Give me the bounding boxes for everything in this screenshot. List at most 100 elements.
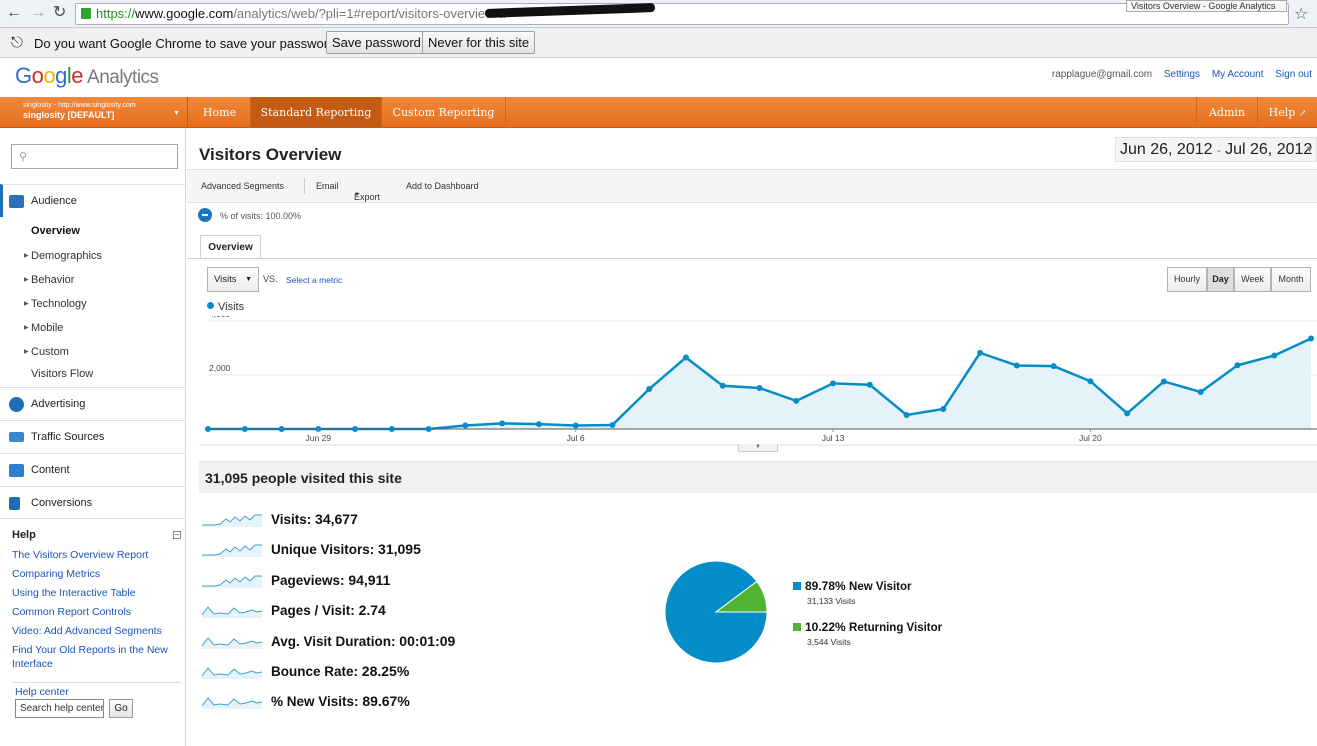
sidebar-item-content[interactable]: Content bbox=[0, 453, 185, 486]
period-week-button[interactable]: Week bbox=[1234, 267, 1271, 292]
period-day-button[interactable]: Day bbox=[1207, 267, 1234, 292]
bookmark-star-icon[interactable]: ☆ bbox=[1294, 6, 1309, 23]
help-link[interactable]: Find Your Old Reports in the New Interfa… bbox=[12, 644, 168, 670]
metric-row[interactable]: Avg. Visit Duration: 00:01:09 bbox=[202, 630, 562, 652]
metric-selector-label: Visits bbox=[214, 274, 237, 285]
sidebar-item-audience[interactable]: Audience bbox=[0, 184, 185, 217]
account-selector[interactable]: singlosity - http://www.singlosity.com s… bbox=[0, 97, 188, 128]
data-point bbox=[830, 380, 837, 387]
metric-value: 00:01:09 bbox=[399, 632, 456, 649]
report-toolbar: Advanced Segments Email Export ▼ Add to … bbox=[187, 169, 1317, 203]
google-analytics-logo[interactable]: Google Analytics bbox=[15, 63, 159, 89]
segment-icon[interactable] bbox=[198, 208, 212, 222]
user-email: rapplague@gmail.com bbox=[1051, 69, 1153, 80]
sidebar-item-label: Traffic Sources bbox=[31, 431, 105, 443]
nav-help[interactable]: Help ↗ bbox=[1258, 97, 1317, 128]
metric-row[interactable]: Pages / Visit: 2.74 bbox=[202, 599, 562, 621]
data-point bbox=[499, 420, 506, 427]
sidebar-item-traffic-sources[interactable]: Traffic Sources bbox=[0, 420, 185, 453]
date-range-picker[interactable]: Jun 26, 2012 - Jul 26, 2012 ▼ bbox=[1115, 137, 1317, 162]
date-end: Jul 26, 2012 bbox=[1225, 141, 1313, 158]
visitor-type-pie-chart[interactable] bbox=[664, 560, 768, 664]
metric-row[interactable]: Visits: 34,677 bbox=[202, 508, 562, 530]
sparkline-area bbox=[202, 637, 262, 649]
sidebar-subitem-visitors-flow[interactable]: Visitors Flow bbox=[31, 368, 94, 380]
legend-swatch bbox=[793, 582, 801, 590]
metric-value: 2.74 bbox=[358, 602, 386, 619]
add-to-dashboard-button[interactable]: Add to Dashboard bbox=[406, 181, 479, 191]
pie-slice-returning-visitor[interactable] bbox=[714, 580, 768, 613]
nav-standard-reporting[interactable]: Standard Reporting bbox=[251, 97, 382, 128]
legend-swatch bbox=[793, 623, 801, 631]
email-button[interactable]: Email bbox=[316, 181, 339, 191]
reload-icon[interactable]: ↻ bbox=[53, 4, 67, 21]
sign-out-link[interactable]: Sign out bbox=[1275, 69, 1312, 80]
collapse-icon[interactable]: − bbox=[173, 530, 181, 539]
nav-home[interactable]: Home bbox=[189, 97, 251, 128]
forward-arrow-icon[interactable]: → bbox=[30, 4, 46, 21]
visitors-summary: 31,095 people visited this site bbox=[199, 461, 1317, 493]
sidebar-item-advertising[interactable]: Advertising bbox=[0, 387, 185, 420]
data-point bbox=[1160, 378, 1167, 385]
sidebar-subitem-mobile[interactable]: ▶ Mobile bbox=[24, 322, 63, 334]
help-search-input[interactable]: Search help center bbox=[15, 699, 104, 718]
help-link[interactable]: Common Report Controls bbox=[12, 606, 132, 618]
sidebar-subitem-technology[interactable]: ▶ Technology bbox=[24, 298, 87, 310]
settings-link[interactable]: Settings bbox=[1163, 69, 1201, 80]
sidebar-subitem-custom[interactable]: ▶ Custom bbox=[24, 346, 69, 358]
address-bar[interactable]: https://www.google.com/analytics/web/?pl… bbox=[75, 3, 1289, 25]
save-password-button[interactable]: Save password bbox=[326, 31, 427, 54]
my-account-link[interactable]: My Account bbox=[1211, 69, 1264, 80]
visits-line-chart[interactable]: 4,000 2,000 Jun 29 Jul 6 Jul 13 Jul 20 bbox=[187, 316, 1317, 456]
advanced-segments-button[interactable]: Advanced Segments bbox=[201, 181, 285, 191]
sparkline-icon bbox=[202, 514, 262, 527]
chevron-down-icon: ▼ bbox=[173, 110, 180, 117]
metric-label: Avg. Visit Duration: 00:01:09 bbox=[271, 633, 455, 649]
help-link[interactable]: The Visitors Overview Report bbox=[12, 549, 149, 561]
header-links: rapplague@gmail.com Settings My Account … bbox=[1043, 69, 1312, 80]
metric-row[interactable]: Bounce Rate: 28.25% bbox=[202, 660, 562, 682]
sparkline-icon bbox=[202, 636, 262, 649]
metric-name: Pages / Visit: bbox=[271, 603, 355, 619]
back-arrow-icon[interactable]: ← bbox=[6, 4, 22, 21]
sidebar-subitem-behavior[interactable]: ▶ Behavior bbox=[24, 274, 75, 286]
help-link[interactable]: Comparing Metrics bbox=[12, 568, 101, 580]
tab-tooltip: Visitors Overview - Google Analytics bbox=[1126, 0, 1287, 12]
data-point bbox=[425, 426, 432, 432]
select-metric-link[interactable]: Select a metric bbox=[286, 275, 343, 285]
help-link[interactable]: Using the Interactive Table bbox=[12, 587, 136, 599]
sidebar-search-input[interactable]: ⚲ bbox=[11, 144, 178, 169]
help-go-button[interactable]: Go bbox=[109, 699, 133, 718]
nav-admin[interactable]: Admin bbox=[1196, 97, 1258, 128]
help-heading: Help bbox=[12, 529, 36, 541]
period-hourly-button[interactable]: Hourly bbox=[1167, 267, 1207, 292]
metric-row[interactable]: Unique Visitors: 31,095 bbox=[202, 538, 562, 560]
help-center-link[interactable]: Help center bbox=[15, 686, 69, 698]
never-for-this-site-button[interactable]: Never for this site bbox=[422, 31, 536, 54]
chevron-down-icon: ▼ bbox=[1305, 144, 1314, 154]
sparkline-area bbox=[202, 668, 262, 679]
export-label: Export bbox=[354, 192, 381, 202]
metric-selector[interactable]: Visits ▼ bbox=[207, 267, 259, 292]
nav-custom-reporting[interactable]: Custom Reporting bbox=[382, 97, 506, 128]
url-path: /analytics/web/?pli=1#report/visitors-ov… bbox=[233, 6, 506, 21]
x-tick-label: Jul 13 bbox=[822, 433, 845, 443]
metric-name: Avg. Visit Duration: bbox=[271, 633, 396, 649]
period-month-button[interactable]: Month bbox=[1271, 267, 1311, 292]
sidebar-item-conversions[interactable]: Conversions bbox=[0, 486, 185, 519]
sparkline-icon bbox=[202, 575, 262, 588]
divider bbox=[304, 178, 305, 194]
tab-overview[interactable]: Overview bbox=[200, 235, 261, 259]
metric-label: % New Visits: 89.67% bbox=[271, 693, 410, 709]
metric-row[interactable]: % New Visits: 89.67% bbox=[202, 690, 562, 712]
sidebar-subitem-demographics[interactable]: ▶ Demographics bbox=[24, 250, 102, 262]
sidebar-subitem-overview[interactable]: Overview bbox=[31, 225, 80, 237]
metric-row[interactable]: Pageviews: 94,911 bbox=[202, 569, 562, 591]
sidebar-subitem-label: Behavior bbox=[31, 274, 75, 286]
chart-resize-handle[interactable]: ▼ bbox=[738, 444, 778, 452]
vs-label: VS. bbox=[263, 274, 278, 284]
help-link[interactable]: Video: Add Advanced Segments bbox=[12, 625, 162, 637]
data-point bbox=[903, 411, 910, 418]
legend-label: Visits bbox=[218, 301, 245, 313]
